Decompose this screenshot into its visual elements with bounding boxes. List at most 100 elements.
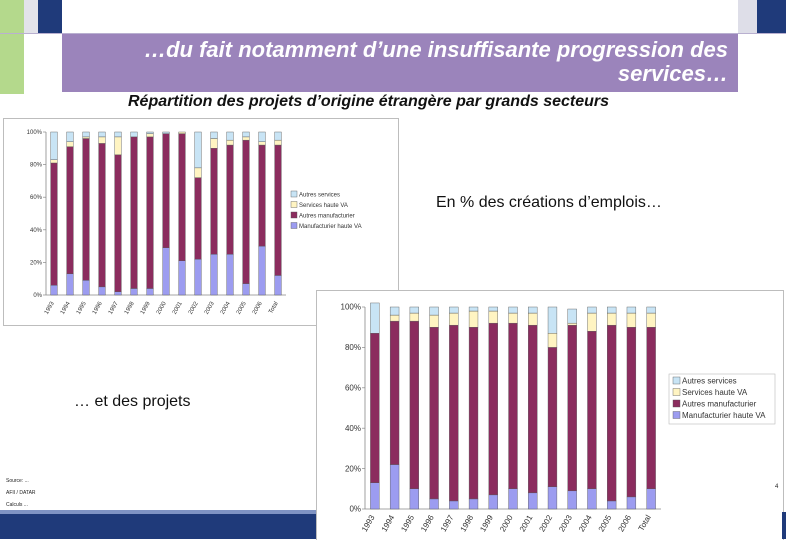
bar-segment <box>242 283 250 296</box>
bar-segment <box>389 320 400 465</box>
y-tick-label: 20% <box>345 464 361 473</box>
legend-swatch <box>290 222 298 229</box>
header-accent-left-gray <box>24 0 38 34</box>
bar-segment <box>429 306 439 316</box>
bar-segment <box>50 159 58 164</box>
bar-segment <box>528 324 538 494</box>
x-tick-label: 1994 <box>60 300 72 315</box>
bar-segment <box>194 131 202 169</box>
bar-segment <box>210 254 218 296</box>
bar-segment <box>66 273 74 296</box>
bar-segment <box>98 136 106 144</box>
bar-segment <box>162 247 170 296</box>
legend-label: Services haute VA <box>299 203 348 209</box>
note-employment: En % des créations d’emplois… <box>436 194 662 211</box>
x-tick-label: 2003 <box>204 300 216 315</box>
x-tick-label: 1999 <box>140 300 152 315</box>
bar-segment <box>626 312 637 328</box>
x-tick-label: 2002 <box>188 300 200 315</box>
bar-segment <box>194 258 202 296</box>
bar-segment <box>370 302 380 334</box>
bar-segment <box>274 139 282 146</box>
legend-box <box>668 373 776 425</box>
bar-segment <box>567 324 577 492</box>
x-tick-label: 1996 <box>419 513 436 533</box>
legend-swatch <box>672 411 681 419</box>
bar-segment <box>146 131 154 134</box>
bar-segment <box>468 306 479 312</box>
bar-segment <box>567 490 577 510</box>
legend-label: Manufacturier haute VA <box>299 224 362 230</box>
bar-segment <box>626 496 637 510</box>
x-tick-label: 1995 <box>76 300 88 315</box>
y-tick-label: 80% <box>345 343 361 352</box>
bar-segment <box>607 500 617 510</box>
chart-large: 0%20%40%60%80%100%1993 1994 1995 1996 1997 19… <box>341 302 776 533</box>
legend-swatch <box>290 201 298 208</box>
bar-segment <box>66 131 74 142</box>
bar-segment <box>274 144 282 276</box>
bar-segment <box>50 162 58 286</box>
legend-label: Autres manufacturier <box>682 400 757 409</box>
bar-segment <box>626 327 637 498</box>
bar-segment <box>98 143 106 288</box>
x-tick-label: 1997 <box>108 300 120 315</box>
y-tick-label: 100% <box>27 130 43 136</box>
legend-label: Autres manufacturier <box>299 214 355 220</box>
source-line-2: AFII / DATAR <box>6 490 36 496</box>
footer-bar <box>0 512 316 539</box>
bar-segment <box>607 324 617 502</box>
title-band <box>62 34 738 92</box>
bar-segment <box>488 494 498 510</box>
bar-segment <box>389 306 400 316</box>
bar-segment <box>98 286 106 296</box>
x-tick-label: 1993 <box>44 300 56 315</box>
bar-segment <box>82 138 90 281</box>
bar-segment <box>528 312 538 326</box>
legend-swatch <box>290 211 298 219</box>
bar-segment <box>409 306 419 314</box>
bar-segment <box>409 320 419 490</box>
header-accent-right-gray <box>738 0 757 34</box>
header-rule <box>0 33 786 34</box>
bar-segment <box>226 131 234 141</box>
bar-segment <box>547 347 558 487</box>
bar-segment <box>82 131 90 138</box>
bar-segment <box>370 482 380 510</box>
x-tick-label: 2004 <box>220 300 232 315</box>
bar-segment <box>258 245 266 296</box>
bar-segment <box>607 306 617 314</box>
x-tick-label: 2000 <box>498 513 515 533</box>
bar-segment <box>449 312 459 326</box>
bar-segment <box>258 131 266 142</box>
legend-swatch <box>672 376 681 385</box>
bar-segment <box>130 131 138 138</box>
bar-segment <box>409 488 419 510</box>
bar-segment <box>567 322 577 326</box>
legend-swatch <box>672 388 681 396</box>
x-tick-label: 2006 <box>616 513 633 533</box>
bar-segment <box>66 141 74 147</box>
bar-segment <box>114 291 122 296</box>
x-tick-label: 1998 <box>459 513 476 533</box>
x-tick-label: 1993 <box>360 513 377 533</box>
bar-segment <box>242 131 250 138</box>
bar-segment <box>646 488 656 510</box>
y-tick-label: 20% <box>30 260 43 266</box>
legend-label: Manufacturier haute VA <box>682 411 766 420</box>
bar-segment <box>114 154 122 292</box>
slide-subtitle: Répartition des projets d’origine étrang… <box>128 93 610 110</box>
bar-segment <box>146 136 154 289</box>
legend-label: Autres services <box>299 193 340 199</box>
x-tick-label: 2005 <box>236 300 248 315</box>
bar-segment <box>242 136 250 141</box>
bar-segment <box>547 306 558 334</box>
bar-segment <box>210 148 218 255</box>
slide-title: …du fait notamment d’une insuffisante pr… <box>144 37 728 86</box>
bar-segment <box>162 133 170 248</box>
bar-segment <box>178 260 186 296</box>
x-tick-label: 2005 <box>597 513 614 533</box>
x-tick-label: Total <box>268 301 280 315</box>
header-accent-right-blue <box>757 0 786 34</box>
x-tick-label: 2000 <box>156 300 168 315</box>
